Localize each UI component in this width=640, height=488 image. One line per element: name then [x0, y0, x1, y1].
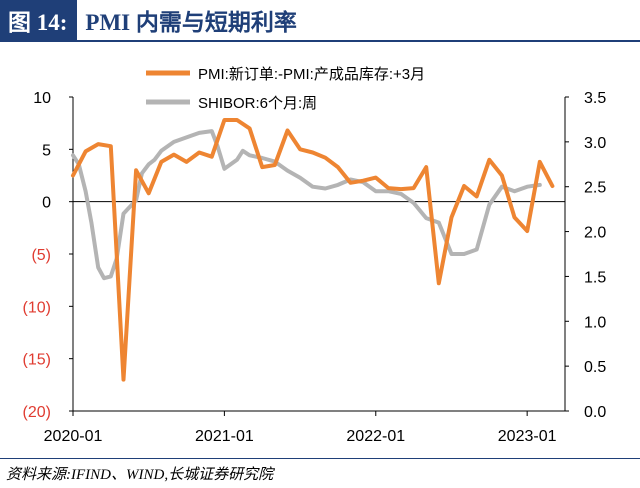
source-rule: [0, 458, 640, 459]
tick-labels: (20) (15) (10) (5) 0 5 10 0.0 0.5 1.0 1.5 2.0 2.5 3.0…: [23, 90, 607, 445]
right-tick-label: 3.0: [584, 135, 606, 152]
left-tick-label: (5): [31, 247, 51, 264]
x-tick-label: 2020-01: [44, 428, 103, 445]
title-rule: [0, 40, 640, 42]
x-tick-label: 2023-01: [498, 428, 557, 445]
left-tick-label: (20): [23, 404, 51, 421]
right-tick-label: 2.5: [584, 180, 606, 197]
source-note: 资料来源:IFIND、WIND,长城证券研究院: [6, 467, 274, 483]
series-lines: [71, 118, 555, 382]
left-tick-label: 5: [42, 142, 51, 159]
right-tick-label: 3.5: [584, 90, 606, 107]
right-tick-label: 0.0: [584, 404, 606, 421]
x-tick-label: 2022-01: [346, 428, 405, 445]
legend-label-shibor: SHIBOR:6个月:周: [198, 95, 317, 112]
chart: (20) (15) (10) (5) 0 5 10 0.0 0.5 1.0 1.5 2.0 2.5 3.0…: [23, 66, 607, 445]
left-tick-label: 0: [42, 195, 51, 212]
left-tick-label: (10): [23, 299, 51, 316]
series-line-shibor: [71, 129, 542, 281]
legend: PMI:新订单:-PMI:产成品库存:+3月 SHIBOR:6个月:周: [146, 66, 425, 112]
left-tick-label: (15): [23, 352, 51, 369]
series-line-pmi: [71, 118, 555, 382]
right-tick-label: 0.5: [584, 359, 606, 376]
legend-label-pmi: PMI:新订单:-PMI:产成品库存:+3月: [198, 66, 425, 83]
right-tick-label: 2.0: [584, 225, 606, 242]
x-tick-label: 2021-01: [195, 428, 254, 445]
figure-title-bar: 图 14: PMI 内需与短期利率: [0, 0, 640, 40]
left-tick-label: 10: [33, 90, 51, 107]
figure-number: 图 14:: [0, 0, 78, 40]
axes: [69, 96, 569, 416]
right-tick-label: 1.5: [584, 269, 606, 286]
figure-title: PMI 内需与短期利率: [85, 10, 297, 35]
right-tick-label: 1.0: [584, 314, 606, 331]
